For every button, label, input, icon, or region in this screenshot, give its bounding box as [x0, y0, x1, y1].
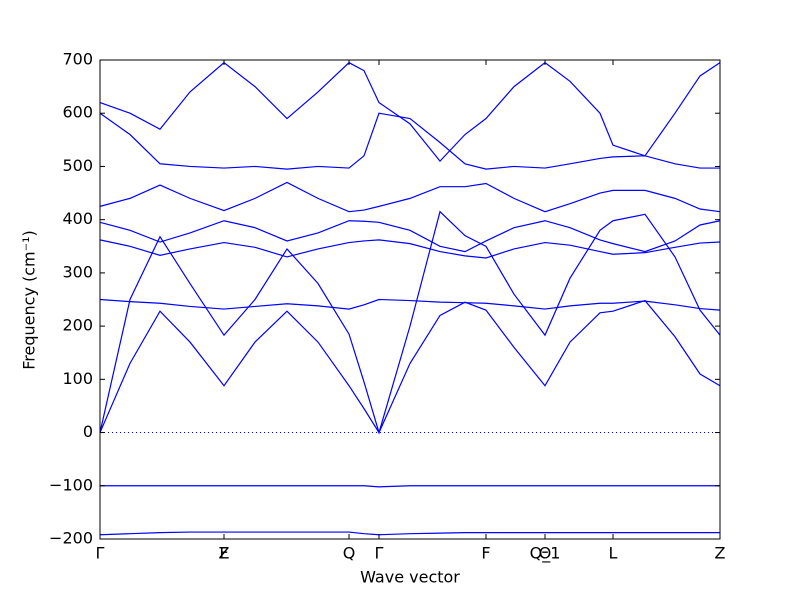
x-tick-label: F — [481, 544, 490, 563]
y-tick-label: −100 — [49, 475, 93, 494]
x-tick-label: F — [219, 544, 228, 563]
x-tick-label: Θ — [539, 544, 552, 563]
y-tick-label: 400 — [62, 209, 93, 228]
y-tick-label: 500 — [62, 156, 93, 175]
y-axis-label: Frequency (cm⁻¹) — [20, 230, 39, 369]
y-tick-label: −200 — [49, 529, 93, 548]
y-tick-label: 200 — [62, 316, 93, 335]
x-tick-label: L — [609, 544, 618, 563]
band-line — [99, 210, 721, 435]
band-line — [99, 531, 720, 536]
band-line — [99, 239, 721, 259]
x-tick-label: Z — [715, 544, 726, 563]
y-tick-label: 700 — [62, 50, 93, 69]
x-axis-label: Wave vector — [360, 568, 460, 587]
x-tick-label: Γ — [96, 544, 105, 563]
band-line — [100, 485, 720, 488]
band-line — [99, 298, 721, 311]
plot-frame — [99, 59, 721, 540]
band-line — [99, 112, 720, 170]
y-tick-label: 300 — [62, 262, 93, 281]
band-line — [99, 220, 721, 253]
y-tick-label: 600 — [62, 103, 93, 122]
x-tick-label: Γ — [375, 544, 384, 563]
band-line — [99, 181, 721, 213]
band-line — [99, 299, 721, 434]
x-tick-label: Q_1 — [530, 544, 561, 564]
band-line — [99, 61, 721, 163]
x-tick-label: Q — [343, 544, 356, 563]
x-tick-label: Z — [219, 544, 230, 563]
y-tick-label: 100 — [62, 369, 93, 388]
y-tick-label: 0 — [83, 422, 93, 441]
